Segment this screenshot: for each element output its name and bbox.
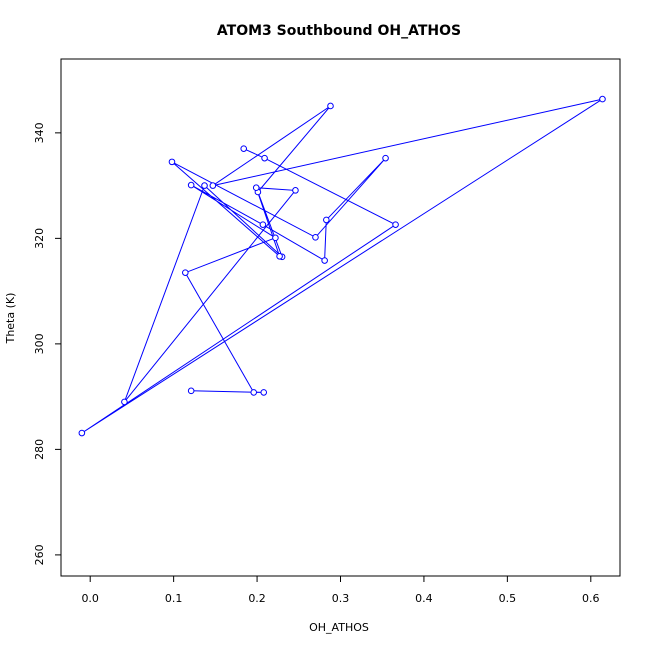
data-point [259,221,267,228]
data-point [321,257,328,264]
x-tick-label: 0.0 [81,592,99,605]
data-point [276,253,283,260]
data-point [240,145,248,152]
x-tick-label: 0.6 [582,592,600,605]
data-point [78,429,86,437]
data-point [168,158,176,166]
data-point [392,221,399,228]
data-point [292,187,299,194]
data-point [250,389,258,396]
data-point [312,234,319,241]
chart-title: ATOM3 Southbound OH_ATHOS [217,23,461,39]
data-point [252,184,260,192]
data-point [261,154,268,162]
data-point [327,102,334,110]
data-point [121,398,128,406]
data-points [78,95,606,437]
x-tick-label: 0.1 [165,592,183,605]
x-tick-label: 0.5 [499,592,517,605]
y-tick-label: 340 [33,122,46,143]
data-point [323,216,330,224]
y-axis-label: Theta (K) [4,293,17,345]
y-tick-label: 260 [33,544,46,565]
y-axis: 260 280 300 320 340 [33,122,61,565]
data-point [272,234,279,242]
data-point [599,95,606,103]
x-axis-label: OH_ATHOS [309,621,369,634]
y-tick-label: 300 [33,333,46,354]
data-point [382,154,389,162]
series-line [81,98,603,434]
data-point [209,182,217,189]
data-point [187,181,195,189]
x-axis: 0.0 0.1 0.2 0.3 0.4 0.5 0.6 [81,576,600,605]
data-point [182,269,189,276]
plot-area-frame [60,58,621,577]
x-tick-label: 0.3 [332,592,350,605]
x-tick-label: 0.4 [415,592,433,605]
data-point [201,182,208,189]
x-tick-label: 0.2 [248,592,266,605]
data-point [260,389,268,396]
y-tick-label: 320 [33,228,46,249]
y-tick-label: 280 [33,439,46,460]
data-point [187,387,195,395]
